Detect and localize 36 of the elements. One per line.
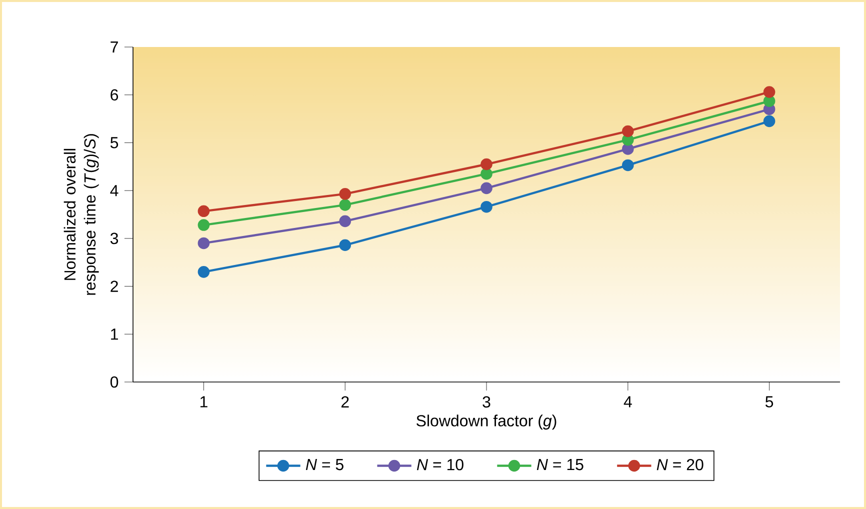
point xyxy=(763,86,776,98)
point xyxy=(622,143,634,155)
point xyxy=(198,237,210,250)
legend-label: N = 20 xyxy=(656,458,704,470)
x-tick-label: 3 xyxy=(482,396,490,408)
point xyxy=(763,115,776,128)
y-tick-label: 6 xyxy=(110,89,118,101)
point xyxy=(622,159,634,172)
point xyxy=(622,125,634,138)
point xyxy=(339,188,352,200)
y-tick-label: 2 xyxy=(110,280,118,292)
x-tick-label: 2 xyxy=(341,396,349,408)
x-tick-label: 5 xyxy=(765,396,774,408)
x-axis-title: Slowdown factor (g) xyxy=(416,414,556,430)
point xyxy=(480,168,492,180)
legend-label: N = 5 xyxy=(306,459,344,470)
point xyxy=(763,95,776,107)
y-tick-label: 3 xyxy=(110,232,118,244)
y-tick-label: 0 xyxy=(110,376,118,388)
legend-label: N = 10 xyxy=(416,458,464,470)
point xyxy=(480,182,492,194)
point xyxy=(198,219,210,231)
point xyxy=(339,199,352,211)
y-tick-label: 7 xyxy=(110,42,118,53)
y-tick-label: 5 xyxy=(110,137,118,148)
point xyxy=(480,158,492,170)
y-tick-label: 4 xyxy=(110,185,118,196)
point xyxy=(480,200,492,213)
point xyxy=(339,239,352,252)
x-tick-label: 1 xyxy=(200,396,208,408)
y-tick-label: 1 xyxy=(111,328,118,340)
point xyxy=(339,215,352,228)
point xyxy=(198,266,210,278)
point xyxy=(198,205,210,218)
x-tick-label: 4 xyxy=(624,396,632,408)
legend-label: N = 15 xyxy=(536,459,584,470)
